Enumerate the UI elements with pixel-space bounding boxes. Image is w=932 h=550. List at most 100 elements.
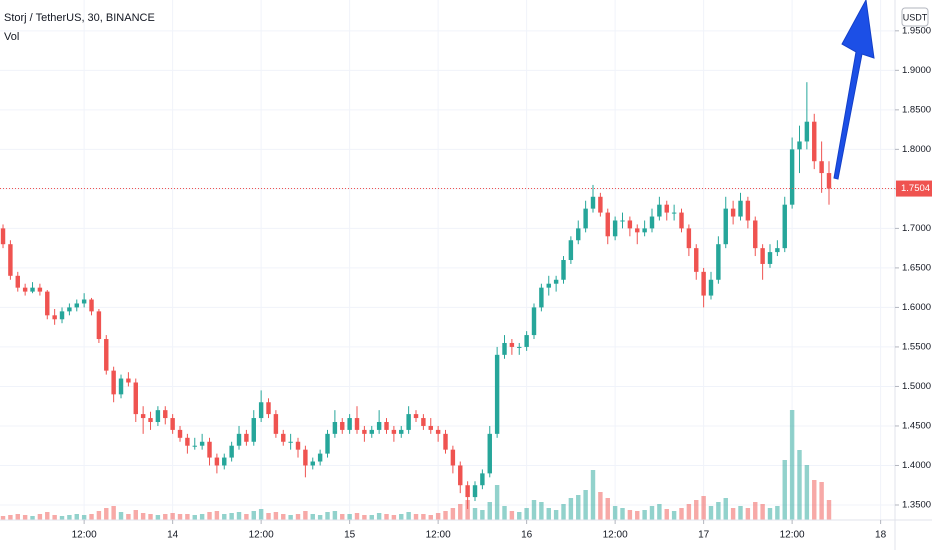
candle-body [177,429,183,438]
volume-label: Vol [4,31,19,43]
volume-bar [576,495,581,520]
volume-bar [148,514,153,520]
candle-body [428,425,433,430]
candle-body [30,287,35,292]
volume-bar [694,500,699,520]
candle-body [340,422,345,430]
candle-body [767,252,773,264]
candle-body [236,433,242,446]
volume-bar [421,514,426,520]
volume-bar [605,498,610,520]
candle-body [509,342,515,347]
volume-bar [553,510,559,520]
candle-body [185,437,190,446]
candle-body [664,204,669,213]
candle-body [657,204,662,217]
volume-bar [118,512,124,520]
candle-body [96,311,102,340]
candle-body [155,410,161,423]
y-tick-label: 1.9500 [902,25,931,36]
candle-body [214,457,220,466]
candle-body [37,287,43,292]
chart-title: Storj / TetherUS, 30, BINANCE [4,12,155,24]
candle-body [775,248,780,253]
volume-bar [760,504,765,520]
candle-body [642,228,647,233]
candle-body [797,141,802,150]
volume-bar [199,514,205,520]
candle-body [384,422,389,430]
candle-body [517,346,522,348]
candle-body [612,220,618,237]
volume-bar [317,515,323,520]
volume-bar [612,506,618,520]
volume-bar [458,504,463,520]
candle-layer [0,82,832,509]
candle-body [716,244,721,280]
candle-body [148,418,153,423]
candle-body [649,216,655,229]
volume-bar [782,460,787,520]
candle-body [413,414,419,419]
volume-bar [767,508,773,520]
candle-body [598,196,603,213]
volume-bar [561,504,566,520]
volume-bar [244,514,249,520]
currency-box[interactable] [901,7,929,27]
volume-bar [524,508,529,520]
candle-body [140,414,146,419]
candle-body [472,485,478,498]
volume-bar [362,515,367,520]
candle-body [620,220,625,222]
y-tick-label: 1.4000 [902,460,931,471]
candle-body [701,271,706,296]
volume-bar [303,511,308,520]
candle-body [745,200,751,221]
volume-bar [598,492,603,520]
y-tick-label: 1.6500 [902,262,931,273]
volume-bar [258,509,264,520]
currency-label[interactable]: USDT [903,12,928,22]
candle-body [399,429,404,434]
x-tick-label: 12:00 [249,530,274,541]
volume-bar [753,502,758,520]
volume-bar [391,515,397,520]
candle-body [74,303,79,308]
volume-bar [406,512,411,520]
last-price-label: 1.7504 [901,183,930,194]
candle-body [59,311,65,320]
candle-body [480,473,485,486]
candle-body [804,121,810,142]
x-tick-label: 12:00 [603,530,628,541]
candle-body [694,248,699,272]
volume-bar [236,512,242,520]
volume-bar [81,515,87,520]
candle-body [45,291,50,316]
volume-bar [657,504,662,520]
candle-body [686,228,692,249]
candle-body [760,248,765,264]
volume-bar [251,511,256,520]
volume-bar [376,513,382,520]
volume-bar [192,515,197,520]
volume-bar [517,512,522,520]
volume-bar [627,510,633,520]
volume-bar [450,508,456,520]
candle-body [118,378,124,395]
volume-layer [0,410,832,520]
volume-bar [170,513,175,520]
axis-layer: 1.3500 1.4000 1.4500 1.5000 1.5500 1.6000 1.65… [0,25,932,541]
volume-bar [207,512,212,520]
candle-body [546,283,551,288]
volume-bar [384,514,389,520]
volume-bar [96,511,102,520]
candle-body [576,228,581,241]
volume-bar [635,511,640,520]
volume-bar [716,502,721,520]
volume-bar [133,510,138,520]
volume-bar [340,514,345,520]
volume-bar [104,508,109,520]
candle-body [81,299,87,304]
